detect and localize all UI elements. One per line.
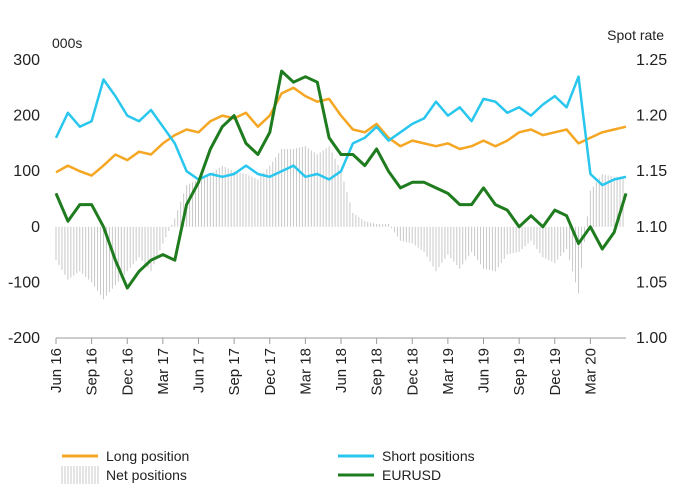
legend: Long position Short positions Net positi… — [61, 448, 475, 484]
x-axis: Jun 16 Sep 16 Dec 16 Mar 17 Jun 17 Sep 17 Dec … — [48, 338, 599, 396]
x-tick-label: Dec 18 — [404, 348, 421, 396]
x-tick-label: Dec 17 — [262, 348, 279, 396]
left-tick-label: 0 — [31, 219, 40, 236]
x-tick-label: Mar 19 — [440, 348, 457, 395]
x-tick-label: Mar 20 — [582, 348, 599, 395]
legend-short-label: Short positions — [382, 448, 475, 464]
short-positions-line — [54, 75, 627, 187]
x-tick-label: Sep 18 — [369, 348, 386, 396]
right-tick-label: 1.10 — [636, 219, 667, 236]
long-position-line — [55, 86, 627, 177]
x-tick-label: Jun 16 — [48, 348, 65, 393]
x-tick-label: Jun 17 — [191, 348, 208, 393]
x-tick-label: Sep 19 — [511, 348, 528, 396]
right-axis: 1.25 1.20 1.15 1.10 1.05 1.00 — [636, 52, 667, 347]
x-tick-label: Mar 17 — [155, 348, 172, 395]
x-tick-label: Mar 18 — [297, 348, 314, 395]
left-tick-label: 300 — [13, 52, 40, 69]
left-tick-label: -200 — [8, 330, 40, 347]
series-lines — [54, 69, 628, 290]
left-axis-unit: 000s — [52, 35, 82, 51]
right-axis-unit: Spot rate — [607, 27, 664, 43]
x-tick-label: Dec 19 — [547, 348, 564, 396]
legend-long-label: Long position — [106, 448, 189, 464]
right-tick-label: 1.20 — [636, 108, 667, 125]
left-tick-label: 100 — [13, 163, 40, 180]
eurusd-line — [54, 69, 628, 290]
x-tick-label: Sep 17 — [226, 348, 243, 396]
left-tick-label: 200 — [13, 108, 40, 125]
x-tick-label: Jun 18 — [333, 348, 350, 393]
right-tick-label: 1.05 — [636, 274, 667, 291]
legend-net-swatch — [61, 466, 99, 484]
net-positions-bars — [55, 146, 624, 300]
left-tick-label: -100 — [8, 274, 40, 291]
x-tick-label: Sep 16 — [84, 348, 101, 396]
legend-eurusd-label: EURUSD — [382, 467, 441, 483]
right-tick-label: 1.15 — [636, 163, 667, 180]
legend-net-label: Net positions — [106, 467, 187, 483]
x-tick-label: Jun 19 — [476, 348, 493, 393]
left-axis: 300 200 100 0 -100 -200 — [8, 52, 40, 347]
x-tick-label: Dec 16 — [119, 348, 136, 396]
right-tick-label: 1.00 — [636, 330, 667, 347]
right-tick-label: 1.25 — [636, 52, 667, 69]
